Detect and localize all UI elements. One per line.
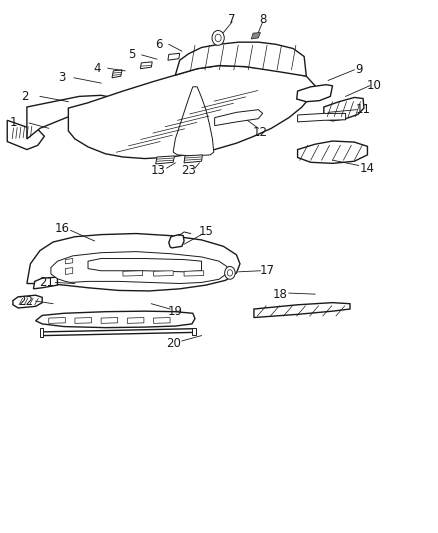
Polygon shape — [175, 42, 306, 76]
Text: 20: 20 — [166, 337, 180, 350]
Polygon shape — [88, 259, 201, 272]
Polygon shape — [324, 98, 364, 121]
Polygon shape — [65, 268, 73, 274]
Text: 1: 1 — [10, 117, 18, 130]
Text: 14: 14 — [360, 161, 375, 175]
Text: 3: 3 — [58, 71, 66, 84]
Text: 22: 22 — [18, 295, 34, 308]
Polygon shape — [297, 85, 332, 102]
Text: 21: 21 — [39, 276, 54, 289]
Polygon shape — [49, 318, 65, 324]
Polygon shape — [33, 277, 57, 289]
Polygon shape — [184, 155, 202, 163]
Text: 12: 12 — [253, 125, 268, 139]
Text: 19: 19 — [168, 305, 183, 318]
Polygon shape — [123, 271, 143, 276]
Polygon shape — [173, 87, 214, 156]
Text: 15: 15 — [198, 225, 213, 238]
Text: 23: 23 — [181, 164, 196, 177]
Text: 9: 9 — [355, 63, 363, 76]
Polygon shape — [184, 271, 204, 276]
Text: 5: 5 — [128, 49, 135, 61]
Polygon shape — [40, 328, 43, 337]
Text: 16: 16 — [54, 222, 69, 235]
Polygon shape — [127, 318, 144, 324]
Polygon shape — [75, 318, 92, 324]
Polygon shape — [7, 120, 44, 150]
Circle shape — [225, 266, 235, 279]
Polygon shape — [169, 235, 184, 248]
Polygon shape — [153, 271, 173, 276]
Text: 7: 7 — [228, 13, 236, 26]
Polygon shape — [254, 303, 350, 318]
Polygon shape — [65, 259, 73, 264]
Polygon shape — [155, 156, 174, 164]
Text: 4: 4 — [93, 62, 100, 75]
Polygon shape — [27, 233, 240, 291]
Polygon shape — [51, 252, 228, 284]
Polygon shape — [13, 295, 42, 308]
Polygon shape — [101, 318, 118, 324]
Polygon shape — [68, 66, 315, 159]
Polygon shape — [251, 33, 261, 39]
Polygon shape — [192, 328, 196, 335]
Polygon shape — [153, 318, 170, 324]
Text: 13: 13 — [150, 164, 165, 177]
Polygon shape — [141, 62, 152, 69]
Text: 10: 10 — [367, 79, 381, 92]
Text: 11: 11 — [356, 103, 371, 116]
Text: 17: 17 — [260, 264, 275, 277]
Polygon shape — [215, 110, 263, 126]
Text: 6: 6 — [155, 38, 162, 51]
Polygon shape — [297, 114, 346, 122]
Polygon shape — [112, 70, 122, 78]
Polygon shape — [168, 53, 180, 60]
Circle shape — [212, 30, 224, 45]
Polygon shape — [27, 95, 112, 139]
Text: 2: 2 — [21, 90, 28, 103]
Polygon shape — [35, 311, 195, 328]
Polygon shape — [42, 329, 194, 336]
Text: 18: 18 — [273, 288, 288, 301]
Text: 8: 8 — [259, 13, 266, 26]
Polygon shape — [297, 141, 367, 164]
